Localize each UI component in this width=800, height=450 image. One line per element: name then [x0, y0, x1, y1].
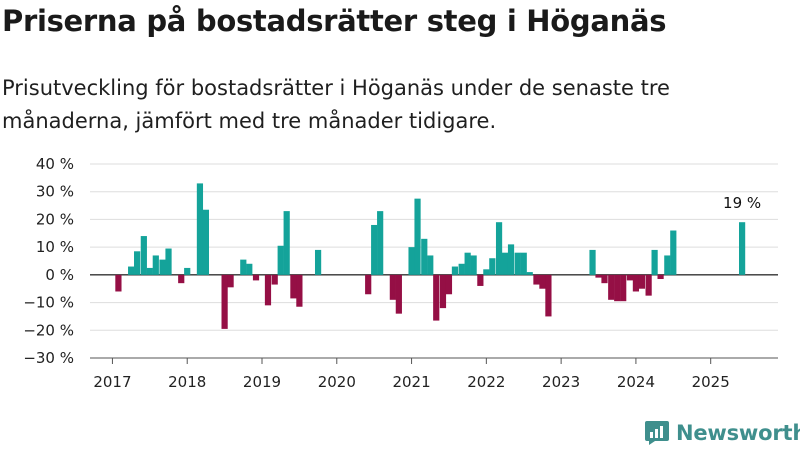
bar — [296, 274, 303, 307]
annotations: 19 % — [723, 194, 761, 212]
bar — [483, 269, 490, 275]
bar — [664, 255, 671, 275]
x-tick-label: 2017 — [93, 373, 131, 391]
bar — [433, 274, 440, 321]
bar — [601, 274, 608, 284]
bar — [458, 263, 465, 275]
y-tick-label: 30 % — [36, 183, 74, 201]
bar — [264, 274, 272, 306]
bar — [495, 222, 503, 275]
chart-title: Priserna på bostadsrätter steg i Höganäs — [2, 4, 667, 38]
y-tick-label: −10 % — [23, 294, 74, 312]
x-tick-label: 2022 — [467, 373, 505, 391]
newsworthy-logo-icon — [645, 421, 669, 445]
bar — [389, 274, 396, 300]
bar — [202, 209, 210, 275]
bar — [657, 274, 664, 280]
bar — [464, 252, 471, 275]
bar — [614, 274, 621, 302]
bar — [377, 211, 384, 275]
bars — [115, 183, 746, 329]
bar — [227, 274, 234, 288]
bar — [427, 255, 434, 275]
bar — [408, 247, 415, 275]
bar — [539, 274, 546, 289]
bar — [115, 274, 122, 292]
bar — [159, 259, 166, 275]
x-tick-label: 2018 — [168, 373, 206, 391]
bar — [414, 198, 421, 275]
y-tick-label: 0 % — [45, 266, 74, 284]
bar — [240, 259, 247, 275]
bar — [196, 183, 204, 275]
y-tick-label: 20 % — [36, 210, 74, 228]
y-tick-label: −20 % — [23, 321, 74, 339]
bar — [520, 252, 527, 275]
bar — [252, 274, 260, 281]
bar — [221, 274, 228, 329]
bar — [246, 263, 253, 275]
bar — [526, 272, 533, 275]
bar — [178, 274, 185, 284]
bar — [152, 255, 159, 275]
bar — [589, 249, 596, 275]
y-tick-label: −30 % — [23, 349, 74, 367]
bar — [277, 245, 284, 275]
bar — [501, 252, 509, 275]
bar — [128, 266, 135, 275]
x-axis: 2017 2018 2019 2020 2021 2022 2023 2024 2025 — [90, 357, 778, 391]
x-tick-label: 2021 — [392, 373, 430, 391]
bar — [739, 222, 746, 275]
bar — [165, 248, 172, 275]
bar — [184, 267, 191, 275]
y-tick-label: 10 % — [36, 238, 74, 256]
bar — [451, 266, 459, 275]
bar — [626, 274, 634, 281]
bar — [632, 274, 640, 292]
bar — [514, 252, 521, 275]
bar — [421, 238, 428, 275]
bar — [134, 251, 141, 275]
x-tick-label: 2024 — [617, 373, 655, 391]
bar — [595, 274, 602, 278]
annotation-label: 19 % — [723, 194, 761, 212]
bar — [507, 244, 515, 275]
bar — [533, 274, 540, 285]
bar — [365, 274, 372, 295]
bar — [477, 274, 484, 286]
bar — [439, 274, 447, 309]
x-tick-label: 2019 — [243, 373, 281, 391]
bar — [371, 224, 378, 275]
bar — [638, 274, 645, 289]
chart-subtitle: Prisutveckling för bostadsrätter i Högan… — [2, 76, 670, 133]
bar — [314, 249, 322, 275]
bar — [651, 249, 658, 275]
y-tick-label: 40 % — [36, 155, 74, 173]
brand-name: Newsworthy — [676, 421, 800, 445]
bar — [470, 255, 477, 275]
bar — [489, 258, 496, 275]
bar — [670, 230, 677, 275]
bar — [395, 274, 402, 314]
bar — [283, 211, 290, 275]
x-tick-label: 2025 — [692, 373, 730, 391]
bar — [545, 274, 552, 317]
x-tick-label: 2023 — [542, 373, 580, 391]
bar — [146, 267, 153, 275]
bar — [608, 274, 615, 300]
bar — [140, 236, 147, 275]
bar — [290, 274, 297, 299]
bar — [620, 274, 627, 302]
bar — [645, 274, 652, 296]
y-axis-labels: −30 % −20 % −10 % 0 % 10 % 20 % 30 % 40 % — [23, 155, 74, 367]
bar — [271, 274, 278, 285]
bar — [445, 274, 453, 295]
brand: Newsworthy — [644, 420, 800, 446]
x-tick-label: 2020 — [318, 373, 356, 391]
